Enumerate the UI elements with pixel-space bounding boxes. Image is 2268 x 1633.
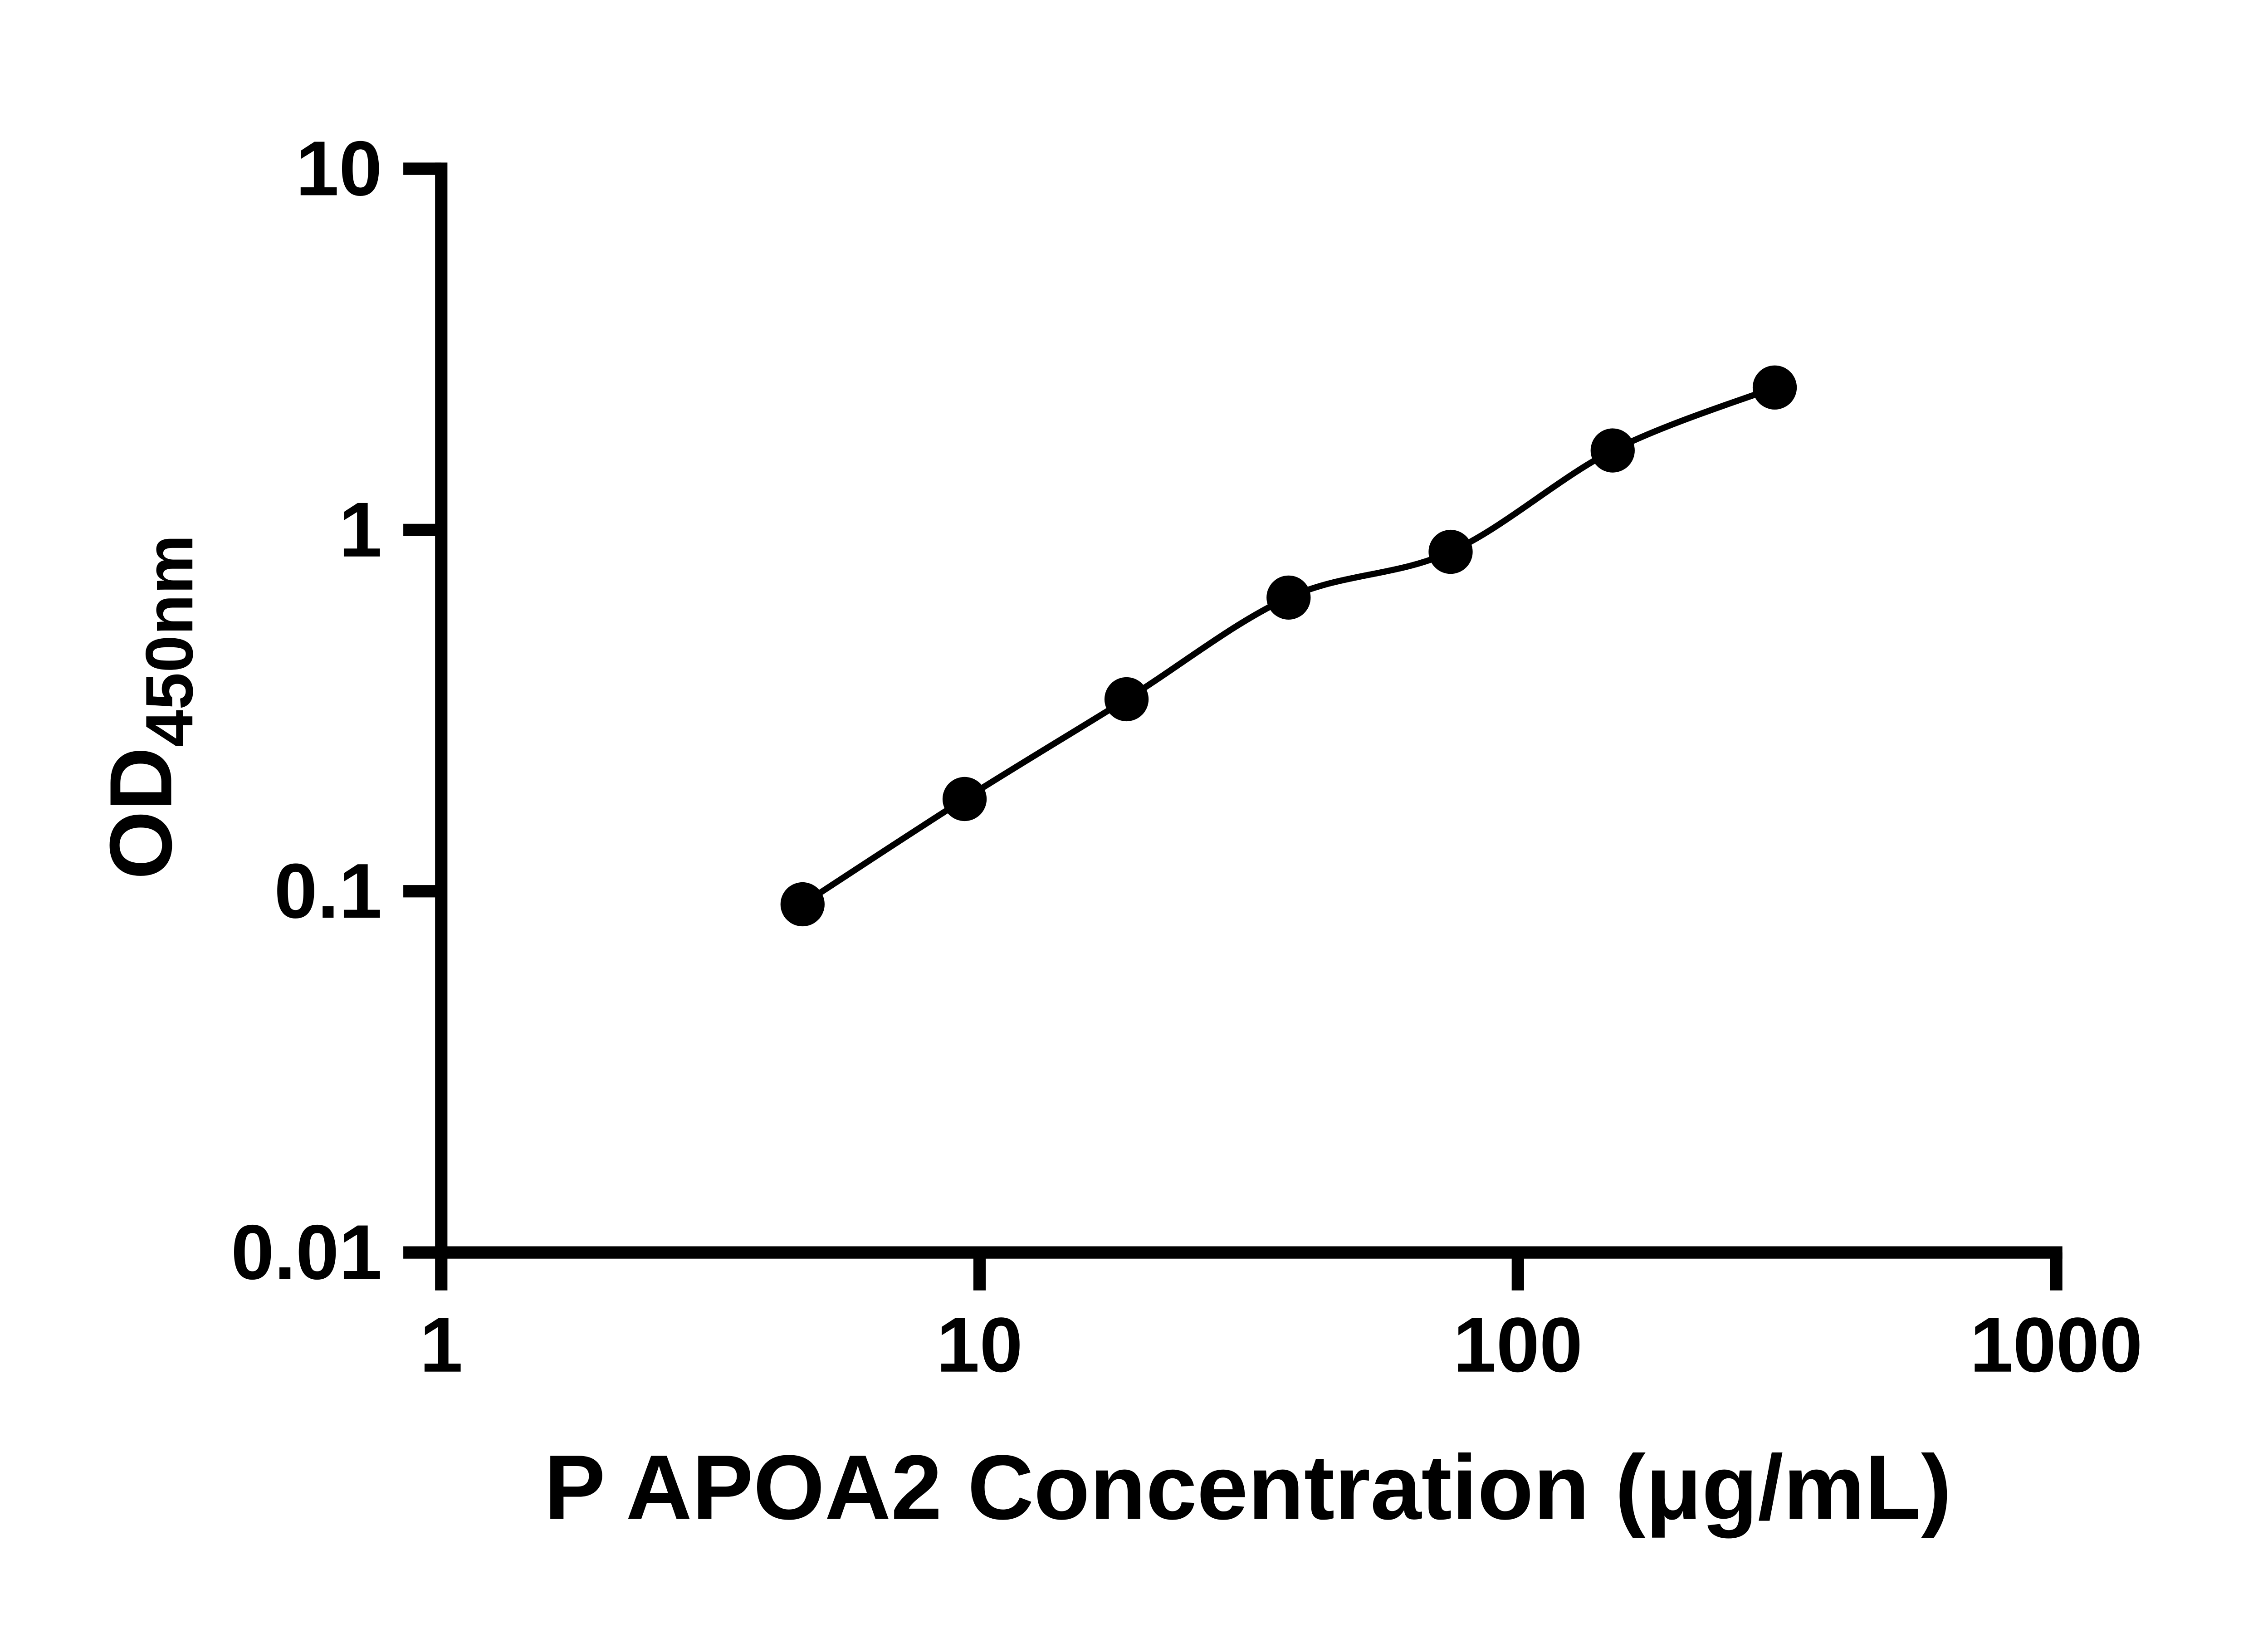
axis-tick-labels: 1 10 100 1000 0.01 0.1 1 10 <box>231 125 2142 1388</box>
data-point <box>780 882 825 927</box>
y-axis-title: OD450nm <box>92 535 207 880</box>
data-point <box>1428 529 1473 574</box>
x-tick-label: 100 <box>1453 1302 1583 1389</box>
data-point <box>1590 428 1635 473</box>
data-point <box>1104 677 1149 722</box>
data-point <box>1752 365 1797 410</box>
axes <box>435 162 2063 1259</box>
y-tick-label: 10 <box>296 125 382 212</box>
x-axis-title: P APOA2 Concentration (μg/mL) <box>544 1436 1952 1539</box>
y-tick-label: 0.1 <box>274 848 382 934</box>
y-tick-label: 0.01 <box>231 1209 382 1296</box>
y-axis-title-sub: 450nm <box>132 535 207 747</box>
x-tick-label: 10 <box>936 1302 1022 1389</box>
x-tick-label: 1000 <box>1970 1302 2143 1389</box>
plot-area <box>780 365 1797 927</box>
x-tick-label: 1 <box>420 1302 463 1389</box>
data-point <box>1266 575 1311 620</box>
axis-ticks <box>403 162 2063 1291</box>
y-tick-label: 1 <box>339 487 382 573</box>
data-point <box>942 777 987 821</box>
y-axis-title-main: OD <box>92 747 190 880</box>
